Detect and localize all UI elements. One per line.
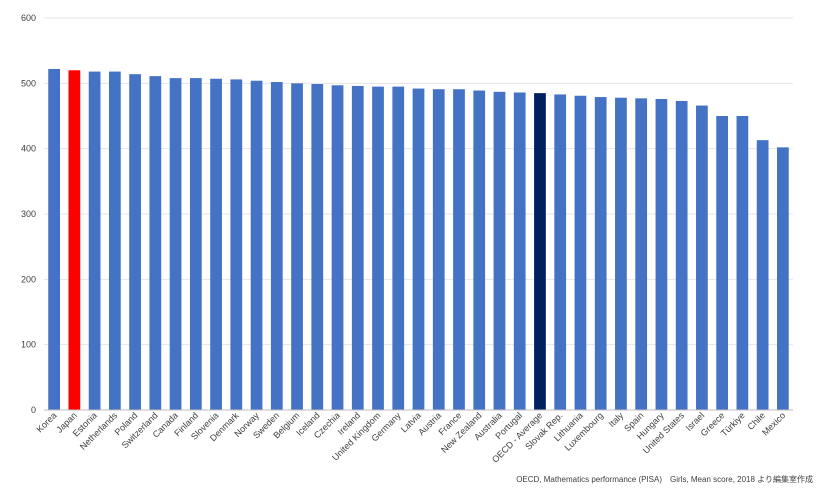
bar-norway: [250, 80, 263, 410]
bar-mexico: [777, 147, 789, 411]
y-axis-tick-labels: 0 100 200 300 400 500 600: [21, 13, 36, 415]
bar-slovak-rep: [554, 94, 567, 410]
bar-new-zealand: [473, 90, 486, 411]
bar-latvia: [412, 88, 425, 410]
bar-sweden: [270, 82, 283, 410]
bar-netherlands: [108, 71, 121, 410]
bar-ireland: [351, 85, 364, 411]
bar-oecd-average: [534, 93, 546, 410]
bar-germany: [392, 86, 405, 410]
bar-spain: [635, 98, 648, 411]
bar-denmark: [230, 79, 243, 410]
bar-portugal: [513, 92, 526, 410]
bar-canada: [169, 78, 182, 411]
bar-israel: [696, 105, 708, 411]
y-tick-label: 200: [21, 274, 36, 284]
bar-poland: [129, 74, 141, 410]
bar-lithuania: [574, 95, 587, 410]
bar-australia: [493, 91, 506, 411]
x-category-label: Mexico: [760, 410, 787, 437]
bar-austria: [432, 89, 445, 411]
bar-united-states: [675, 100, 688, 411]
bar-chile: [756, 140, 769, 410]
y-tick-label: 500: [21, 78, 36, 88]
bar-czechia: [331, 85, 344, 410]
y-tick-label: 0: [31, 405, 36, 415]
bar-italy: [615, 97, 627, 410]
y-tick-label: 100: [21, 340, 36, 350]
y-tick-label: 600: [21, 13, 36, 23]
bar-japan: [68, 70, 81, 411]
bar-united-kingdom: [372, 86, 384, 410]
bar-switzerland: [149, 76, 162, 410]
x-axis-category-labels: KoreaJapanEstoniaNetherlandsPolandSwitze…: [34, 410, 787, 465]
bar-belgium: [291, 83, 303, 410]
source-note: OECD, Mathematics performance (PISA) Gir…: [516, 475, 813, 484]
bar-slovenia: [210, 78, 222, 410]
bar-estonia: [88, 71, 101, 410]
x-category-label: Korea: [34, 410, 58, 434]
bars: [48, 68, 789, 411]
bar-iceland: [311, 83, 324, 410]
bar-t-rkiye: [736, 116, 749, 410]
bar-finland: [189, 78, 202, 411]
bar-greece: [716, 116, 729, 410]
bar-korea: [48, 68, 60, 411]
bar-hungary: [655, 99, 668, 410]
bar-luxembourg: [594, 97, 607, 410]
bar-france: [453, 89, 465, 411]
y-tick-label: 300: [21, 209, 36, 219]
y-tick-label: 400: [21, 144, 36, 154]
